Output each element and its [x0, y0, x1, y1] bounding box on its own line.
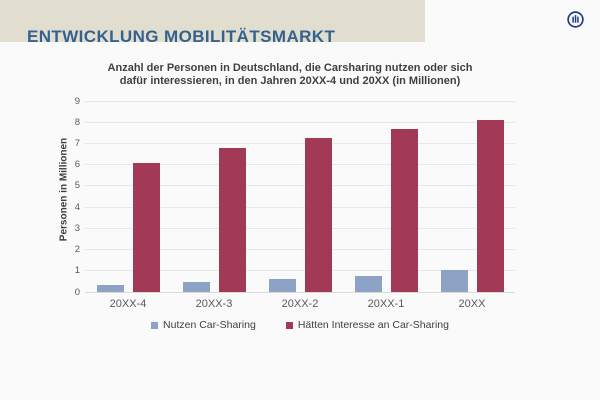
bar-20XX-1-series-0 — [354, 276, 382, 292]
legend-label: Hätten Interesse an Car-Sharing — [297, 319, 449, 331]
gridline-y-3 — [85, 227, 515, 229]
y-tick-label-6: 6 — [74, 159, 80, 171]
bar-20XX-1-series-1 — [390, 128, 418, 292]
bar-20XX-4-series-0 — [96, 284, 124, 292]
bar-20XX-3-series-1 — [218, 147, 246, 292]
legend-swatch-icon — [285, 321, 293, 329]
allianz-logo-icon — [567, 11, 584, 28]
y-tick-label-1: 1 — [74, 265, 80, 277]
bar-20XX-4-series-1 — [132, 162, 160, 292]
y-tick-label-9: 9 — [74, 95, 80, 107]
gridline-y-5 — [85, 185, 515, 187]
legend-item-1: Hätten Interesse an Car-Sharing — [285, 319, 449, 331]
gridline-y-2 — [85, 249, 515, 251]
legend-label: Nutzen Car-Sharing — [163, 319, 256, 331]
y-tick-label-3: 3 — [74, 222, 80, 234]
gridline-y-1 — [85, 270, 515, 272]
bar-20XX-series-0 — [440, 269, 468, 292]
x-tick-label-20XX-4: 20XX-4 — [109, 298, 147, 310]
bar-20XX-series-1 — [476, 120, 504, 292]
gridline-y-4 — [85, 206, 515, 208]
header-band — [0, 0, 425, 42]
y-tick-label-2: 2 — [74, 244, 80, 256]
gridline-y-0 — [85, 291, 515, 293]
gridline-y-8 — [85, 121, 515, 123]
chart-title-line2: dafür interessieren, in den Jahren 20XX-… — [119, 75, 461, 87]
x-tick-label-20XX-2: 20XX-2 — [281, 298, 319, 310]
x-tick-label-20XX-3: 20XX-3 — [195, 298, 233, 310]
gridline-y-9 — [85, 100, 515, 102]
y-tick-label-7: 7 — [74, 137, 80, 149]
y-tick-label-8: 8 — [74, 116, 80, 128]
gridline-y-7 — [85, 142, 515, 144]
chart-title-line1: Anzahl der Personen in Deutschland, die … — [107, 62, 473, 74]
gridline-y-6 — [85, 164, 515, 166]
bar-20XX-3-series-0 — [182, 282, 210, 292]
legend-item-0: Nutzen Car-Sharing — [151, 319, 256, 331]
x-tick-label-20XX: 20XX — [458, 298, 486, 310]
y-tick-label-4: 4 — [74, 201, 80, 213]
bar-20XX-2-series-1 — [304, 138, 332, 292]
chart-legend: Nutzen Car-Sharing Hätten Interesse an Ca… — [85, 319, 515, 331]
y-tick-label-0: 0 — [74, 286, 80, 298]
bar-20XX-2-series-0 — [268, 279, 296, 292]
y-tick-label-5: 5 — [74, 180, 80, 192]
chart-title: Anzahl der Personen in Deutschland, die … — [70, 62, 510, 88]
page-title: ENTWICKLUNG MOBILITÄTSMARKT — [27, 27, 336, 46]
legend-swatch-icon — [151, 321, 159, 329]
x-tick-label-20XX-1: 20XX-1 — [367, 298, 405, 310]
